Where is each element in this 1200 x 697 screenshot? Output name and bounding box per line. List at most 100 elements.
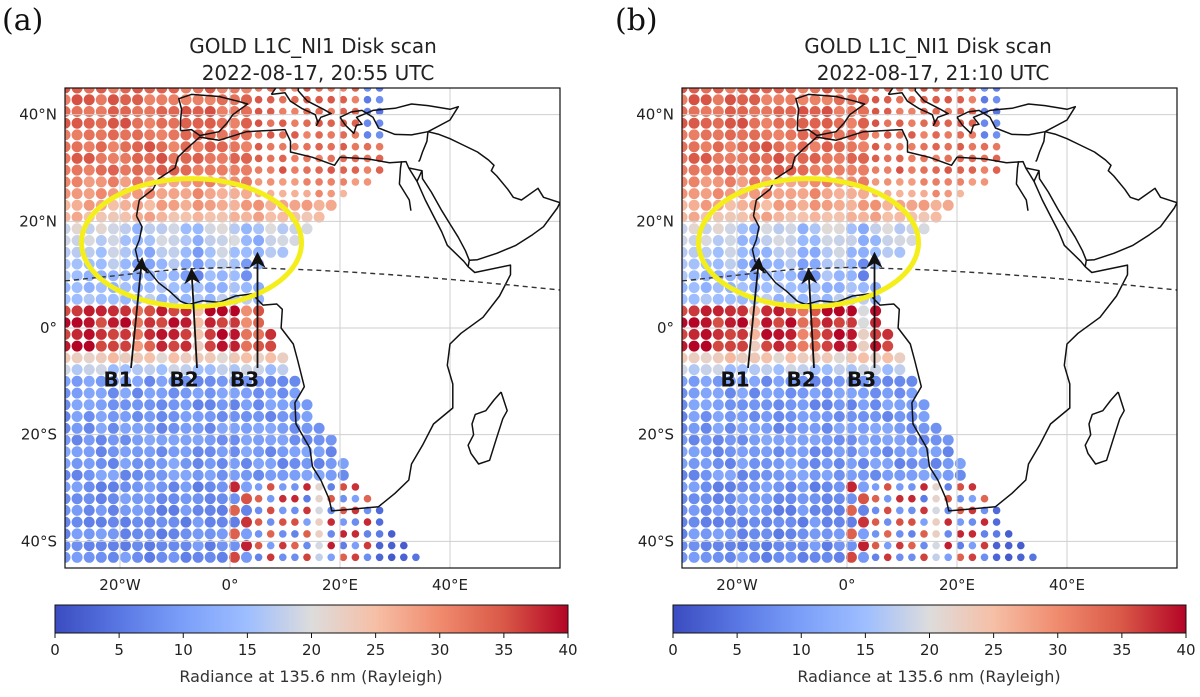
radiance-point <box>688 211 700 223</box>
radiance-point <box>266 506 275 515</box>
radiance-point <box>192 493 204 505</box>
coastline <box>134 128 512 512</box>
radiance-point <box>785 282 797 293</box>
radiance-point <box>980 178 989 186</box>
radiance-point <box>277 434 289 446</box>
radiance-point <box>375 541 384 550</box>
radiance-point <box>833 411 845 422</box>
radiance-point <box>773 399 785 411</box>
radiance-point <box>351 553 360 562</box>
radiance-point <box>833 493 845 505</box>
radiance-point <box>95 399 107 411</box>
radiance-point <box>83 199 95 211</box>
coastline <box>1025 167 1040 172</box>
radiance-point <box>724 223 736 235</box>
radiance-point <box>327 154 336 163</box>
radiance-point <box>797 469 809 481</box>
radiance-point <box>144 375 156 387</box>
radiance-point <box>785 223 797 235</box>
radiance-point <box>156 199 168 211</box>
radiance-point <box>908 88 916 92</box>
radiance-point <box>845 317 857 329</box>
radiance-point <box>107 328 119 340</box>
panel-a-title: GOLD L1C_NI1 Disk scan <box>189 34 437 58</box>
radiance-point <box>228 246 240 258</box>
radiance-point <box>289 199 301 211</box>
radiance-point <box>908 541 916 550</box>
radiance-point <box>749 375 761 387</box>
radiance-point <box>724 340 736 352</box>
radiance-point <box>180 528 192 540</box>
radiance-point <box>291 178 299 186</box>
radiance-point <box>204 516 216 528</box>
radiance-point <box>797 88 809 94</box>
radiance-point <box>785 458 797 469</box>
radiance-point <box>65 516 71 528</box>
radiance-point <box>761 493 773 505</box>
radiance-point <box>688 422 700 434</box>
radiance-point <box>204 211 216 223</box>
panel-b-map-frame <box>681 87 1178 569</box>
radiance-point <box>749 504 761 516</box>
radiance-point <box>918 399 930 411</box>
radiance-point <box>339 494 348 503</box>
radiance-point <box>785 164 797 176</box>
radiance-point <box>724 516 736 528</box>
radiance-point <box>65 94 71 106</box>
radiance-point <box>168 164 180 176</box>
radiance-point <box>956 178 965 186</box>
radiance-point <box>845 117 857 129</box>
radiance-point <box>95 504 107 516</box>
radiance-point <box>882 458 894 469</box>
radiance-point <box>168 188 180 200</box>
radiance-point <box>180 88 192 94</box>
radiance-point <box>279 95 287 104</box>
radiance-point <box>773 434 785 446</box>
radiance-point <box>301 399 313 411</box>
radiance-point <box>942 434 954 446</box>
radiance-point <box>180 411 192 422</box>
radiance-point <box>144 106 156 117</box>
radiance-point <box>821 141 833 153</box>
radiance-point <box>845 493 857 505</box>
radiance-point <box>168 516 180 528</box>
radiance-point <box>883 518 892 526</box>
radiance-point <box>204 528 216 540</box>
radiance-point <box>773 282 785 293</box>
radiance-point <box>809 164 821 176</box>
radiance-point <box>241 446 252 458</box>
radiance-point <box>968 119 977 127</box>
radiance-point <box>95 328 107 340</box>
radiance-point <box>204 434 216 446</box>
radiance-point <box>65 199 71 211</box>
radiance-point <box>858 305 869 317</box>
radiance-point <box>107 117 119 129</box>
radiance-point <box>858 446 869 458</box>
radiance-point <box>858 223 869 235</box>
radiance-point <box>301 469 313 481</box>
radiance-point <box>749 493 761 505</box>
radiance-point <box>682 188 688 200</box>
radiance-point <box>833 211 845 223</box>
radiance-point <box>682 117 688 129</box>
radiance-point <box>870 411 882 422</box>
radiance-point <box>327 189 336 198</box>
radiance-point <box>761 328 773 340</box>
radiance-point <box>241 305 252 317</box>
radiance-point <box>870 387 882 399</box>
radiance-point <box>883 154 892 163</box>
y-tick-label: 40°N <box>636 106 674 124</box>
colorbar-tick-label: 20 <box>302 641 321 659</box>
radiance-point <box>797 199 809 211</box>
radiance-point <box>204 481 216 493</box>
panel-b-x-ticks: 20°W 0° 20°E 40°E <box>716 576 1085 594</box>
radiance-point <box>833 141 845 153</box>
colorbar-tick-label: 35 <box>1112 641 1131 659</box>
radiance-point <box>682 540 688 552</box>
radiance-point <box>204 270 216 282</box>
radiance-point <box>65 469 71 481</box>
radiance-point <box>858 528 869 540</box>
radiance-point <box>682 340 688 352</box>
radiance-point <box>858 458 869 469</box>
radiance-point <box>785 340 797 352</box>
